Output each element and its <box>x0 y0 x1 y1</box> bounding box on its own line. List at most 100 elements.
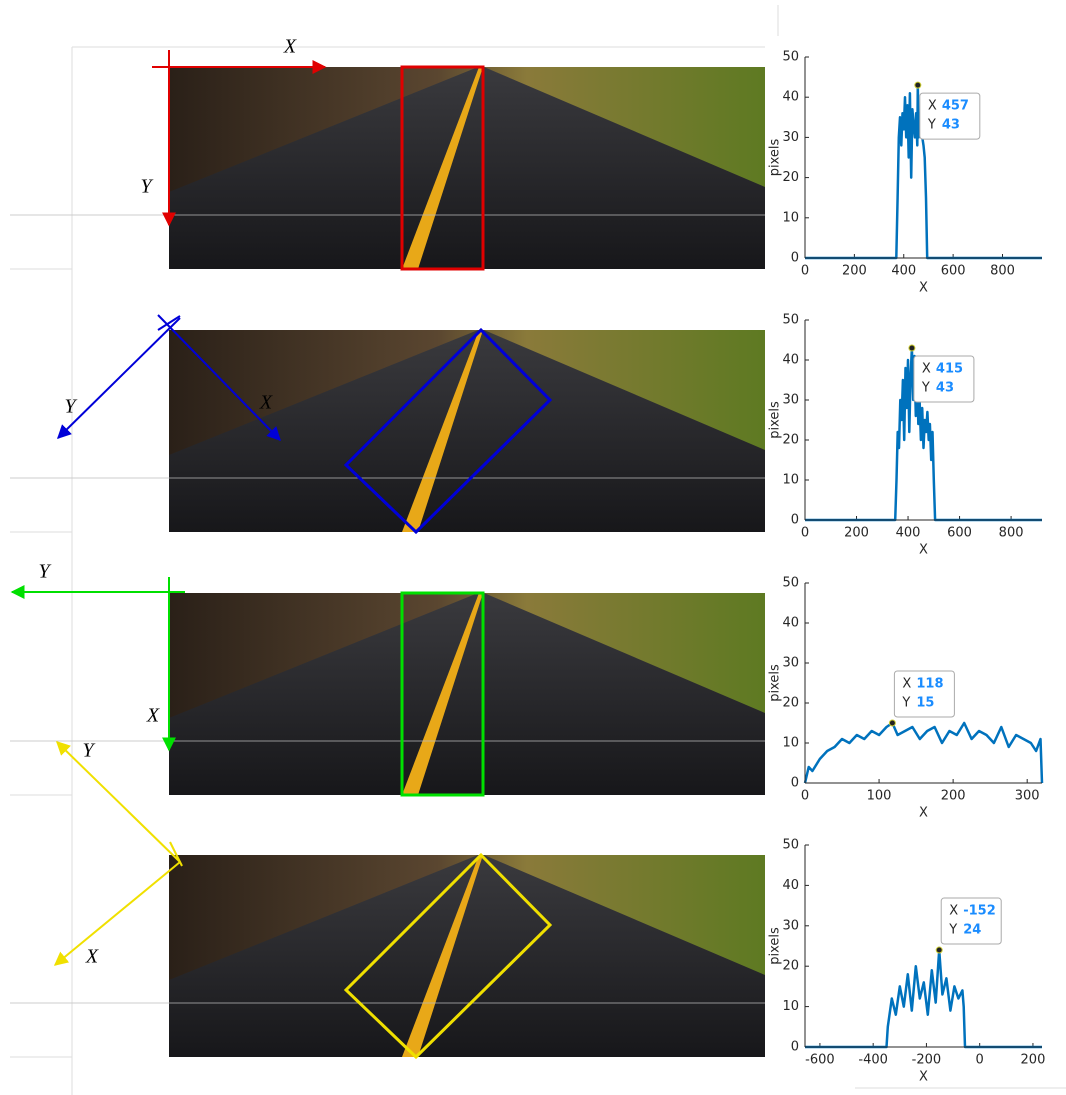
datatip-key: Y <box>927 118 936 133</box>
y-tick-label: 30 <box>782 918 799 933</box>
image-centerline <box>402 593 483 795</box>
axis-label: X <box>146 705 160 727</box>
datatip-marker <box>935 946 943 954</box>
axis-arrow <box>157 314 281 442</box>
datatip-marker <box>908 344 916 352</box>
datatip-value: 457 <box>942 99 969 114</box>
datatip-key: X <box>928 99 937 114</box>
datatip-key: X <box>922 362 931 377</box>
x-tick-label: 200 <box>842 264 867 279</box>
y-axis-label: pixels <box>768 139 783 177</box>
data-line <box>805 346 1042 522</box>
y-tick-label: 0 <box>791 776 799 791</box>
y-tick-label: 20 <box>782 433 799 448</box>
y-tick-label: 10 <box>782 736 799 751</box>
x-tick-label: 600 <box>941 264 966 279</box>
x-tick-label: 600 <box>947 526 972 541</box>
y-tick-label: 20 <box>782 959 799 974</box>
x-tick-label: 100 <box>867 789 892 804</box>
datatip-box <box>893 670 955 718</box>
datatip-value: -152 <box>963 904 996 919</box>
axis-label: Y <box>38 561 51 583</box>
x-tick-label: 800 <box>990 264 1015 279</box>
datatip-value: 43 <box>936 381 954 396</box>
image-road <box>169 593 765 795</box>
image-centerline <box>402 855 483 1057</box>
image-road <box>169 855 765 1057</box>
road-image <box>169 67 765 269</box>
axis-label: Y <box>64 396 77 418</box>
axis-arrow <box>157 315 181 331</box>
x-axis-label: X <box>919 543 928 558</box>
x-tick-label: -400 <box>858 1053 888 1068</box>
y-tick-label: 50 <box>782 313 799 328</box>
datatip-value: 15 <box>916 696 934 711</box>
x-axis-label: X <box>919 281 928 296</box>
axis-label: X <box>85 946 99 968</box>
x-tick-label: 0 <box>976 1053 984 1068</box>
y-axis-label: pixels <box>768 401 783 439</box>
y-tick-label: 50 <box>782 50 799 65</box>
axis-label: Y <box>82 740 95 762</box>
roi-box <box>343 852 553 1060</box>
y-tick-label: 0 <box>791 251 799 266</box>
y-tick-label: 40 <box>782 616 799 631</box>
x-tick-label: 400 <box>891 264 916 279</box>
y-tick-label: 40 <box>782 353 799 368</box>
y-axis-label: pixels <box>768 664 783 702</box>
x-tick-label: -200 <box>912 1053 942 1068</box>
y-tick-label: 30 <box>782 656 799 671</box>
roi-box <box>400 591 485 797</box>
x-tick-label: 400 <box>896 526 921 541</box>
x-tick-label: 300 <box>1015 789 1040 804</box>
road-image <box>169 593 765 795</box>
y-tick-label: 30 <box>782 130 799 145</box>
y-tick-label: 40 <box>782 90 799 105</box>
y-tick-label: 0 <box>791 513 799 528</box>
y-tick-label: 50 <box>782 838 799 853</box>
road-image <box>169 855 765 1057</box>
image-centerline <box>402 330 483 532</box>
datatip-value: 118 <box>916 677 943 692</box>
x-axis-label: X <box>919 806 928 821</box>
image-road <box>169 67 765 269</box>
datatip-box <box>919 92 981 140</box>
datatip-box <box>913 355 975 403</box>
datatip-value: 43 <box>942 118 960 133</box>
datatip-key: Y <box>921 381 930 396</box>
datatip-key: Y <box>901 696 910 711</box>
datatip-key: X <box>949 904 958 919</box>
datatip-key: X <box>902 677 911 692</box>
roi-box <box>400 65 485 271</box>
y-tick-label: 40 <box>782 878 799 893</box>
x-tick-label: 200 <box>1021 1053 1046 1068</box>
data-line <box>805 948 1042 1049</box>
axis-arrow <box>55 741 181 863</box>
axis-arrow <box>57 317 181 439</box>
x-tick-label: 0 <box>801 264 809 279</box>
y-tick-label: 10 <box>782 473 799 488</box>
plot-area <box>805 845 1042 1047</box>
x-tick-label: 800 <box>999 526 1024 541</box>
x-tick-label: -600 <box>805 1053 835 1068</box>
axis-label: Y <box>140 176 153 198</box>
y-tick-label: 10 <box>782 999 799 1014</box>
datatip-marker <box>888 719 896 727</box>
data-line <box>805 83 1042 260</box>
data-line <box>803 721 1044 784</box>
axis-arrow <box>53 861 181 966</box>
y-tick-label: 0 <box>791 1040 799 1055</box>
image-road <box>169 330 765 532</box>
y-tick-label: 50 <box>782 576 799 591</box>
x-tick-label: 200 <box>941 789 966 804</box>
x-tick-label: 200 <box>844 526 869 541</box>
datatip-box <box>940 897 1002 945</box>
datatip-value: 24 <box>963 923 981 938</box>
image-centerline <box>402 67 483 269</box>
datatip-value: 415 <box>936 362 963 377</box>
datatip-key: Y <box>948 923 957 938</box>
axis-arrow <box>169 841 183 867</box>
y-tick-label: 20 <box>782 696 799 711</box>
roi-box <box>343 327 553 535</box>
